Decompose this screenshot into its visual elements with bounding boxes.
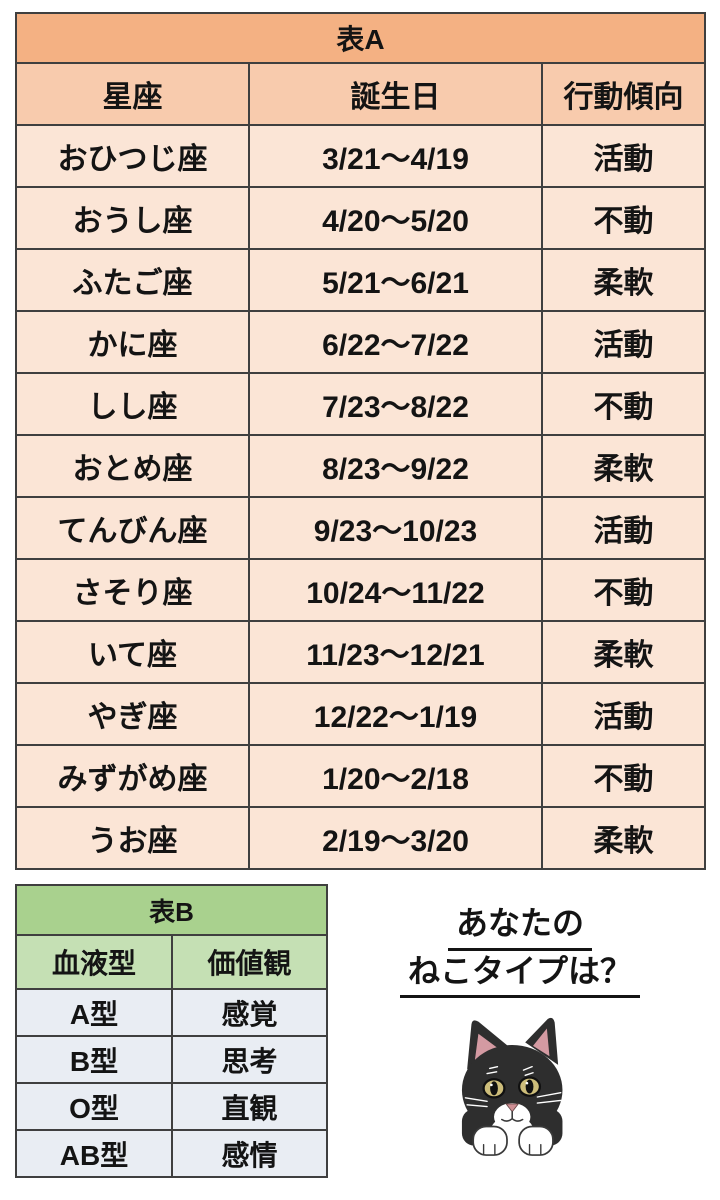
birthday-cell: 10/24〜11/22 [248, 558, 543, 622]
birthday-cell: 5/21〜6/21 [248, 248, 543, 312]
table-row: しし座 7/23〜8/22 不動 [15, 372, 707, 436]
table-row: おひつじ座 3/21〜4/19 活動 [15, 124, 707, 188]
birthday-cell: 4/20〜5/20 [248, 186, 543, 250]
birthday-cell: 9/23〜10/23 [248, 496, 543, 560]
tendency-cell: 柔軟 [540, 620, 707, 684]
table-row: ふたご座 5/21〜6/21 柔軟 [15, 248, 707, 312]
table-row: B型 思考 [15, 1035, 328, 1084]
column-header-zodiac: 星座 [15, 62, 250, 126]
zodiac-name-cell: ふたご座 [15, 248, 250, 312]
table-row: おとめ座 8/23〜9/22 柔軟 [15, 434, 707, 498]
tendency-cell: 活動 [540, 310, 707, 374]
column-header-birthday: 誕生日 [248, 62, 543, 126]
zodiac-table: 表A 星座 誕生日 行動傾向 おひつじ座 3/21〜4/19 活動 おうし座 4… [14, 12, 707, 870]
caption-and-cat: あなたの ねこタイプは？ [352, 903, 688, 1169]
zodiac-name-cell: かに座 [15, 310, 250, 374]
tendency-cell: 柔軟 [540, 434, 707, 498]
zodiac-name-cell: おひつじ座 [15, 124, 250, 188]
table-row: A型 感覚 [15, 988, 328, 1037]
zodiac-name-cell: いて座 [15, 620, 250, 684]
caption-line-2: ねこタイプは？ [399, 951, 640, 999]
blood-type-cell: O型 [15, 1082, 173, 1131]
blood-type-cell: AB型 [15, 1129, 173, 1178]
table-b-title: 表B [15, 884, 328, 936]
blood-type-table: 表B 血液型 価値観 A型 感覚 B型 思考 O型 直観 AB型 感情 [15, 884, 328, 1178]
table-row: やぎ座 12/22〜1/19 活動 [15, 682, 707, 746]
zodiac-name-cell: てんびん座 [15, 496, 250, 560]
column-header-values: 価値観 [171, 934, 328, 990]
zodiac-name-cell: おとめ座 [15, 434, 250, 498]
blood-type-cell: B型 [15, 1035, 173, 1084]
table-title-row: 表A [14, 12, 707, 64]
birthday-cell: 8/23〜9/22 [248, 434, 543, 498]
zodiac-name-cell: うお座 [15, 806, 250, 870]
zodiac-name-cell: しし座 [15, 372, 250, 436]
tendency-cell: 柔軟 [540, 248, 707, 312]
table-row: みずがめ座 1/20〜2/18 不動 [15, 744, 707, 808]
table-row: いて座 11/23〜12/21 柔軟 [15, 620, 707, 684]
caption-line-1: あなたの [447, 903, 592, 951]
tendency-cell: 活動 [540, 124, 707, 188]
birthday-cell: 2/19〜3/20 [248, 806, 543, 870]
zodiac-name-cell: みずがめ座 [15, 744, 250, 808]
tendency-cell: 活動 [540, 496, 707, 560]
table-title-row: 表B [15, 884, 328, 936]
table-row: AB型 感情 [15, 1129, 328, 1178]
tendency-cell: 不動 [540, 372, 707, 436]
value-cell: 直観 [171, 1082, 328, 1131]
tendency-cell: 不動 [540, 558, 707, 622]
birthday-cell: 3/21〜4/19 [248, 124, 543, 188]
zodiac-name-cell: やぎ座 [15, 682, 250, 746]
table-header-row: 血液型 価値観 [15, 934, 328, 990]
birthday-cell: 1/20〜2/18 [248, 744, 543, 808]
birthday-cell: 11/23〜12/21 [248, 620, 543, 684]
tendency-cell: 柔軟 [540, 806, 707, 870]
column-header-blood-type: 血液型 [15, 934, 173, 990]
birthday-cell: 12/22〜1/19 [248, 682, 543, 746]
table-a-title: 表A [14, 12, 707, 64]
birthday-cell: 7/23〜8/22 [248, 372, 543, 436]
black-cat-icon [455, 1012, 585, 1169]
column-header-tendency: 行動傾向 [540, 62, 707, 126]
value-cell: 感覚 [171, 988, 328, 1037]
table-row: うお座 2/19〜3/20 柔軟 [15, 806, 707, 870]
value-cell: 思考 [171, 1035, 328, 1084]
blood-type-cell: A型 [15, 988, 173, 1037]
birthday-cell: 6/22〜7/22 [248, 310, 543, 374]
table-row: てんびん座 9/23〜10/23 活動 [15, 496, 707, 560]
table-row: さそり座 10/24〜11/22 不動 [15, 558, 707, 622]
table-row: かに座 6/22〜7/22 活動 [15, 310, 707, 374]
zodiac-name-cell: さそり座 [15, 558, 250, 622]
table-row: おうし座 4/20〜5/20 不動 [15, 186, 707, 250]
zodiac-name-cell: おうし座 [15, 186, 250, 250]
value-cell: 感情 [171, 1129, 328, 1178]
tendency-cell: 活動 [540, 682, 707, 746]
table-row: O型 直観 [15, 1082, 328, 1131]
tendency-cell: 不動 [540, 744, 707, 808]
tendency-cell: 不動 [540, 186, 707, 250]
table-header-row: 星座 誕生日 行動傾向 [15, 62, 707, 126]
